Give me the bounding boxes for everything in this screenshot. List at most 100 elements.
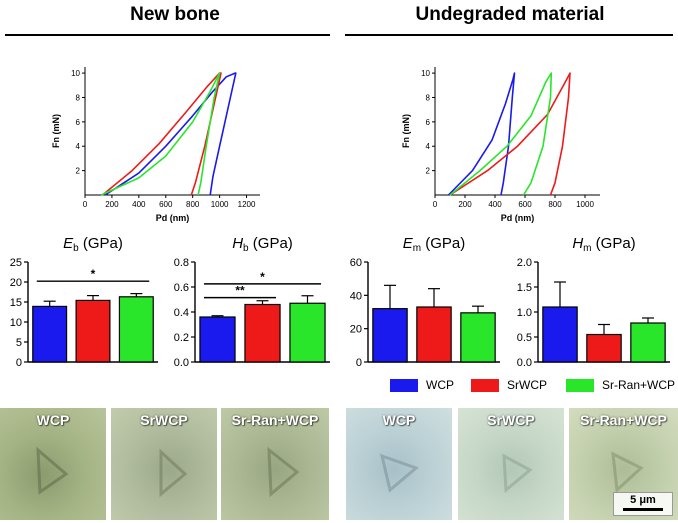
chart-title-main: E bbox=[403, 235, 414, 252]
bar-srwcp bbox=[244, 303, 281, 363]
y-tick-label: 0 bbox=[356, 357, 362, 369]
chart-title-unit: (GPa) bbox=[421, 235, 465, 252]
x-tick-label: 0 bbox=[83, 200, 88, 209]
y-tick-label: 6 bbox=[426, 118, 431, 127]
new-bone-rule bbox=[5, 34, 330, 36]
undegraded-rule bbox=[345, 34, 673, 36]
bar-srranwcp bbox=[118, 296, 154, 363]
y-tick-label: 2 bbox=[426, 167, 431, 176]
photo-newbone-wcp-label: WCP bbox=[36, 412, 70, 428]
y-tick-label: 2 bbox=[76, 167, 81, 176]
x-tick-label: 1000 bbox=[576, 200, 594, 209]
chart-title-main: H bbox=[232, 235, 243, 252]
series-line-wcp bbox=[104, 72, 237, 196]
photo-newbone-wcp: WCP bbox=[0, 408, 106, 520]
chart-title: Eb (GPa) bbox=[63, 235, 123, 254]
legend-srwcp-swatch bbox=[471, 378, 499, 392]
legend-srranwcp-label: Sr-Ran+WCP bbox=[602, 378, 676, 392]
scale-bar-line bbox=[623, 508, 663, 511]
chart-title-main: H bbox=[572, 235, 583, 252]
photo-undegraded-srranwcp: Sr-Ran+WCP 5 μm bbox=[569, 408, 678, 520]
series-line-srranwcp bbox=[100, 72, 221, 196]
x-tick-label: 400 bbox=[488, 200, 502, 209]
y-tick-label: 8 bbox=[76, 93, 81, 102]
chart-title-sub: b bbox=[73, 243, 79, 254]
chart-title-sub: b bbox=[243, 243, 249, 254]
x-tick-label: 600 bbox=[518, 200, 532, 209]
x-tick-label: 0 bbox=[433, 200, 438, 209]
x-tick-label: 800 bbox=[548, 200, 562, 209]
bar-srranwcp bbox=[460, 312, 496, 363]
photo-undegraded-srranwcp-label: Sr-Ran+WCP bbox=[580, 412, 667, 428]
y-tick-label: 20 bbox=[10, 277, 22, 289]
legend-srwcp: SrWCP bbox=[471, 378, 547, 392]
legend-srranwcp-swatch bbox=[566, 378, 594, 392]
bar-wcp bbox=[542, 306, 578, 363]
chart-title-unit: (GPa) bbox=[79, 235, 123, 252]
y-tick-label: 15 bbox=[10, 297, 22, 309]
y-tick-label: 1.5 bbox=[517, 282, 532, 294]
chart-title: Hb (GPa) bbox=[232, 235, 293, 254]
photo-newbone-srranwcp-label: Sr-Ran+WCP bbox=[231, 412, 319, 428]
y-tick-label: 2.0 bbox=[517, 257, 532, 269]
undegraded-title: Undegraded material bbox=[415, 4, 605, 25]
indent-mark-icon bbox=[502, 453, 533, 494]
chart-title: Hm (GPa) bbox=[572, 235, 635, 254]
y-tick-label: 5 bbox=[16, 337, 22, 349]
y-axis-label: Fn (mN) bbox=[51, 114, 61, 148]
y-tick-label: 1.0 bbox=[517, 307, 532, 319]
photo-newbone-srranwcp: Sr-Ran+WCP bbox=[221, 408, 329, 520]
bar-wcp bbox=[199, 316, 236, 363]
y-tick-label: 60 bbox=[350, 257, 362, 269]
x-tick-label: 400 bbox=[132, 200, 146, 209]
y-tick-label: 4 bbox=[76, 142, 81, 151]
significance-label: ** bbox=[235, 284, 245, 298]
chart-title-unit: (GPa) bbox=[592, 235, 636, 252]
photo-undegraded-srwcp-label: SrWCP bbox=[487, 412, 535, 428]
significance-label: * bbox=[260, 270, 265, 284]
indent-mark-icon bbox=[159, 448, 188, 498]
y-tick-label: 10 bbox=[421, 69, 430, 78]
series-line-srranwcp bbox=[449, 72, 553, 196]
bar-wcp bbox=[372, 308, 408, 363]
significance-label: * bbox=[91, 267, 96, 281]
series-line-wcp bbox=[447, 72, 516, 196]
y-tick-label: 40 bbox=[350, 290, 362, 302]
y-tick-label: 0.5 bbox=[517, 332, 532, 344]
indent-mark-icon bbox=[611, 451, 644, 494]
chart-title-sub: m bbox=[413, 243, 421, 254]
photo-undegraded-wcp-label: WCP bbox=[382, 412, 416, 428]
series-line-srwcp bbox=[449, 72, 571, 196]
x-tick-label: 1000 bbox=[211, 200, 229, 209]
indent-mark-icon bbox=[379, 453, 419, 493]
legend-wcp: WCP bbox=[390, 378, 454, 392]
y-tick-label: 25 bbox=[10, 257, 22, 269]
legend-srwcp-label: SrWCP bbox=[507, 378, 547, 392]
x-tick-label: 1200 bbox=[238, 200, 256, 209]
y-tick-label: 0.6 bbox=[174, 282, 189, 294]
y-tick-label: 0 bbox=[16, 357, 22, 369]
scale-bar: 5 μm bbox=[613, 492, 673, 516]
indent-mark-icon bbox=[267, 446, 300, 498]
chart-title-sub: m bbox=[583, 243, 591, 254]
x-tick-label: 200 bbox=[458, 200, 472, 209]
scale-bar-text: 5 μm bbox=[630, 494, 656, 506]
legend-wcp-swatch bbox=[390, 378, 418, 392]
y-tick-label: 0.4 bbox=[174, 307, 189, 319]
y-axis-label: Fn (mN) bbox=[401, 114, 411, 148]
y-tick-label: 20 bbox=[350, 324, 362, 336]
photo-undegraded-wcp: WCP bbox=[346, 408, 452, 520]
chart-title-main: E bbox=[63, 235, 74, 252]
y-tick-label: 10 bbox=[71, 69, 80, 78]
bar-wcp bbox=[32, 305, 68, 363]
y-tick-label: 10 bbox=[10, 317, 22, 329]
x-axis-label: Pd (nm) bbox=[501, 213, 535, 223]
photo-undegraded-srwcp: SrWCP bbox=[458, 408, 564, 520]
y-tick-label: 0.0 bbox=[174, 357, 189, 369]
chart-title: Em (GPa) bbox=[403, 235, 466, 254]
photo-newbone-srwcp-label: SrWCP bbox=[140, 412, 188, 428]
